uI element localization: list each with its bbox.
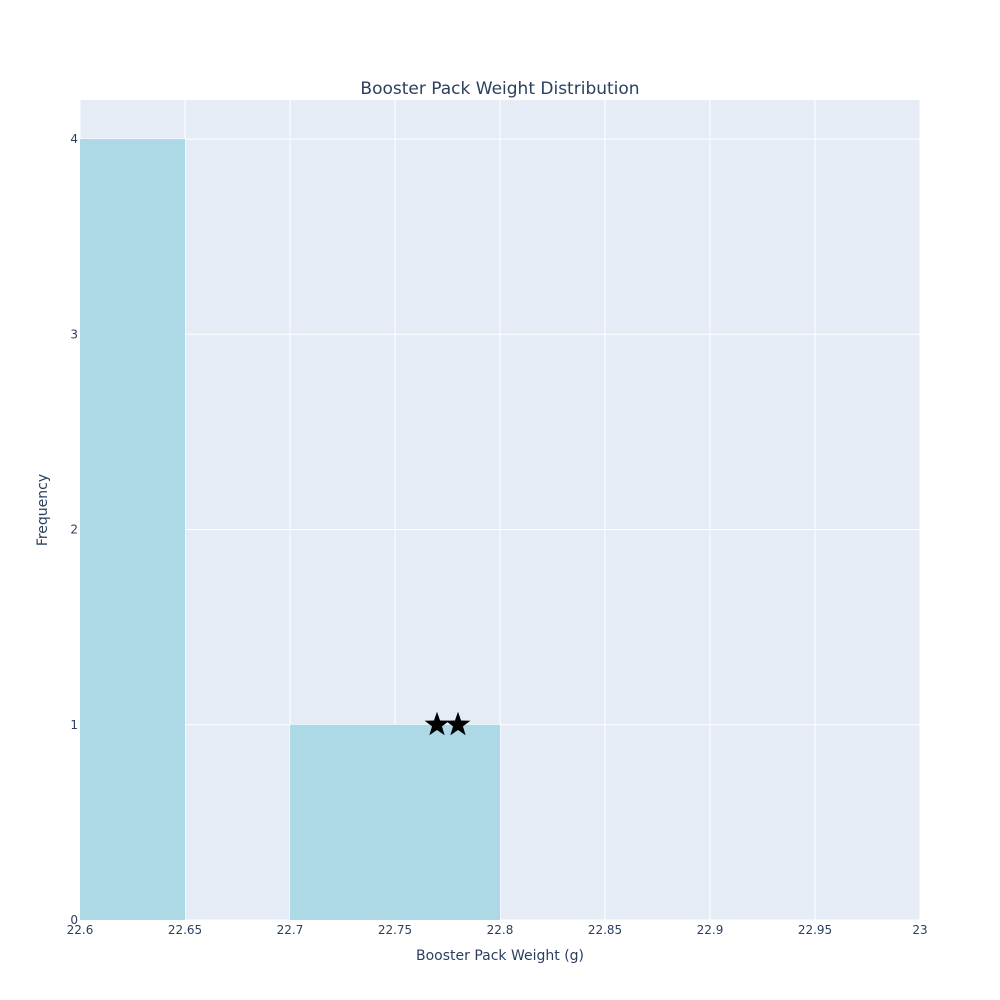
y-tick-label: 4 xyxy=(70,132,78,146)
y-tick-label: 1 xyxy=(70,718,78,732)
x-tick-label: 22.8 xyxy=(487,923,514,937)
x-tick-label: 22.95 xyxy=(798,923,832,937)
star-marker[interactable] xyxy=(445,711,471,736)
histogram-bar[interactable] xyxy=(80,139,185,921)
x-axis-ticks: 22.6 22.65 22.7 22.75 22.8 22.85 22.9 22.95 23 xyxy=(67,923,928,937)
markers xyxy=(424,711,471,736)
y-tick-label: 0 xyxy=(70,913,78,927)
x-tick-label: 22.6 xyxy=(67,923,94,937)
x-tick-label: 22.75 xyxy=(378,923,412,937)
y-axis-title: Frequency xyxy=(35,474,51,546)
y-axis-ticks: 0 1 2 3 4 xyxy=(70,132,78,927)
x-tick-label: 23 xyxy=(912,923,927,937)
x-tick-label: 22.9 xyxy=(697,923,724,937)
y-tick-label: 2 xyxy=(70,523,78,537)
histogram-bar[interactable] xyxy=(290,724,500,920)
x-axis-title: Booster Pack Weight (g) xyxy=(416,948,584,964)
x-tick-label: 22.85 xyxy=(588,923,622,937)
y-tick-label: 3 xyxy=(70,327,78,341)
x-tick-label: 22.65 xyxy=(168,923,202,937)
x-tick-label: 22.7 xyxy=(277,923,304,937)
bars xyxy=(80,139,500,921)
star-marker[interactable] xyxy=(424,711,450,736)
chart-title: Booster Pack Weight Distribution xyxy=(360,79,639,99)
